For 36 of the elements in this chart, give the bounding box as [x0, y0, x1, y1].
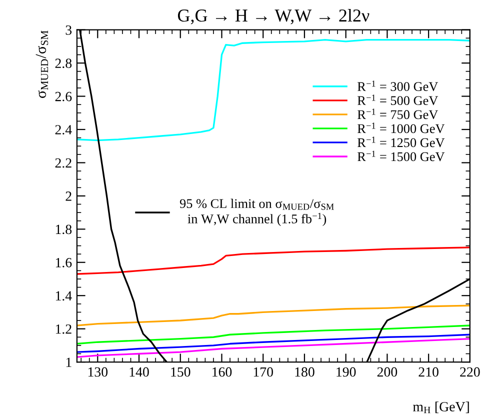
x-tick-label: 200 — [377, 367, 398, 377]
legend-label: 95 % CL limit on σ$_{MUED}$/σ$_{SM}$ in W,W channel (1.5 fb$^{−1}$) — [180, 198, 334, 226]
x-tick-label: 210 — [418, 367, 438, 377]
chart-title: G,G → H → W,W → 2l2ν — [178, 8, 370, 24]
x-tick-label: 220 — [460, 367, 480, 377]
line-series — [76, 338, 470, 358]
x-tick-label: 140 — [130, 367, 149, 377]
legend-label: R$^{−1}$ = 300 GeV — [358, 80, 438, 92]
y-tick-label: 1.8 — [56, 224, 72, 234]
y-tick-label: 2.2 — [55, 158, 72, 168]
y-tick-label: 2.8 — [55, 58, 72, 68]
line-series — [76, 246, 470, 275]
x-tick-label: 190 — [336, 367, 356, 377]
y-tick-label: 2.4 — [55, 125, 72, 134]
y-tick-label: 1.6 — [56, 258, 72, 268]
line-series — [76, 334, 470, 353]
x-tick-label: 170 — [254, 367, 273, 377]
legend-label: R$^{−1}$ = 500 GeV — [358, 94, 438, 106]
x-tick-label: 180 — [295, 367, 314, 377]
y-tick-label: 1 — [66, 358, 72, 367]
x-axis-title: m$_{H}$ [GeV] — [413, 402, 469, 414]
legend-label: R$^{−1}$ = 1250 GeV — [358, 136, 445, 148]
x-tick-label: 160 — [212, 367, 232, 377]
line-series — [76, 324, 470, 345]
legend-label: R$^{−1}$ = 750 GeV — [358, 108, 438, 120]
y-tick-label: 1.4 — [56, 291, 72, 301]
x-tick-label: 150 — [171, 367, 190, 377]
legend-label: R$^{−1}$ = 1000 GeV — [358, 122, 445, 134]
y-tick-label: 2 — [66, 192, 72, 201]
y-tick-label: 2.6 — [55, 92, 72, 102]
line-series — [76, 304, 470, 326]
y-tick-label: 3 — [66, 25, 72, 35]
y-axis-title: σ$_{MUED}$/σ$_{SM}$ — [36, 30, 48, 98]
legend-label: R$^{−1}$ = 1500 GeV — [358, 150, 445, 162]
y-tick-label: 1.2 — [56, 324, 72, 334]
x-tick-label: 130 — [88, 367, 108, 377]
